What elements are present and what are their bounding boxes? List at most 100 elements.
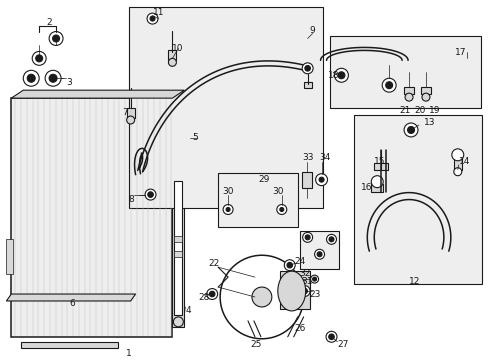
Bar bbox=[172, 98, 184, 327]
Circle shape bbox=[334, 68, 347, 82]
Circle shape bbox=[451, 149, 463, 161]
Bar bbox=[21, 342, 118, 348]
Text: 11: 11 bbox=[152, 8, 163, 17]
Bar bbox=[299, 231, 339, 269]
Text: 22: 22 bbox=[208, 259, 219, 268]
Circle shape bbox=[173, 317, 183, 327]
Circle shape bbox=[407, 126, 414, 134]
Text: 16: 16 bbox=[361, 183, 372, 192]
Text: 26: 26 bbox=[294, 324, 305, 333]
Bar bbox=[301, 172, 311, 188]
Circle shape bbox=[382, 78, 395, 92]
Text: 31: 31 bbox=[301, 276, 312, 285]
Text: 14: 14 bbox=[458, 157, 469, 166]
Circle shape bbox=[312, 277, 316, 281]
Text: 29: 29 bbox=[257, 175, 269, 184]
Circle shape bbox=[23, 70, 39, 86]
Circle shape bbox=[305, 235, 309, 240]
Circle shape bbox=[145, 189, 156, 200]
Bar bbox=[218, 173, 297, 228]
Text: 15: 15 bbox=[373, 157, 385, 166]
Bar bbox=[174, 237, 182, 242]
Bar bbox=[420, 87, 430, 94]
Bar bbox=[128, 7, 322, 207]
Circle shape bbox=[147, 192, 153, 197]
Circle shape bbox=[310, 275, 318, 283]
Circle shape bbox=[302, 63, 312, 74]
Circle shape bbox=[220, 255, 303, 339]
Circle shape bbox=[286, 262, 292, 268]
Bar bbox=[174, 181, 182, 315]
Ellipse shape bbox=[243, 192, 280, 213]
Text: 19: 19 bbox=[428, 105, 440, 114]
Circle shape bbox=[168, 58, 176, 66]
Circle shape bbox=[126, 116, 134, 124]
Text: 4: 4 bbox=[185, 306, 191, 315]
Circle shape bbox=[328, 334, 334, 339]
Bar bbox=[453, 158, 461, 170]
Circle shape bbox=[284, 260, 295, 271]
Bar bbox=[370, 184, 383, 192]
Circle shape bbox=[404, 93, 412, 101]
Circle shape bbox=[299, 285, 309, 297]
Text: 25: 25 bbox=[249, 340, 261, 349]
Circle shape bbox=[27, 74, 35, 82]
Bar bbox=[354, 115, 481, 284]
Text: 32: 32 bbox=[299, 269, 310, 278]
Bar bbox=[11, 98, 172, 337]
Circle shape bbox=[326, 234, 336, 244]
Circle shape bbox=[453, 168, 461, 176]
Text: 21: 21 bbox=[398, 105, 409, 114]
Text: 33: 33 bbox=[302, 153, 313, 162]
Bar bbox=[174, 251, 182, 257]
Bar bbox=[190, 134, 208, 140]
Ellipse shape bbox=[277, 271, 305, 311]
Text: 24: 24 bbox=[294, 257, 305, 266]
Circle shape bbox=[276, 204, 286, 215]
Circle shape bbox=[150, 16, 155, 21]
Bar bbox=[303, 82, 311, 88]
Text: 13: 13 bbox=[423, 117, 435, 126]
Circle shape bbox=[403, 123, 417, 137]
Circle shape bbox=[302, 232, 312, 242]
Circle shape bbox=[53, 35, 60, 42]
Circle shape bbox=[319, 177, 324, 182]
Text: 6: 6 bbox=[69, 300, 75, 309]
Text: 30: 30 bbox=[222, 187, 233, 196]
Text: 5: 5 bbox=[192, 134, 198, 143]
Text: 12: 12 bbox=[408, 276, 420, 285]
Circle shape bbox=[315, 174, 327, 186]
Bar bbox=[6, 239, 13, 274]
Text: 17: 17 bbox=[454, 48, 466, 57]
Polygon shape bbox=[11, 90, 184, 98]
Text: 30: 30 bbox=[271, 187, 283, 196]
Text: 10: 10 bbox=[172, 44, 183, 53]
Bar bbox=[329, 36, 480, 108]
Circle shape bbox=[337, 72, 344, 79]
Circle shape bbox=[325, 331, 336, 342]
Bar bbox=[168, 50, 176, 60]
Circle shape bbox=[45, 70, 61, 86]
Text: 28: 28 bbox=[198, 293, 209, 302]
Circle shape bbox=[49, 74, 57, 82]
Text: 20: 20 bbox=[413, 105, 425, 114]
Circle shape bbox=[147, 13, 158, 24]
Text: 27: 27 bbox=[337, 340, 348, 349]
Circle shape bbox=[225, 207, 230, 211]
Circle shape bbox=[206, 289, 217, 300]
Circle shape bbox=[328, 237, 333, 242]
Circle shape bbox=[370, 176, 383, 188]
Bar bbox=[403, 87, 413, 94]
Text: 1: 1 bbox=[125, 349, 131, 358]
Circle shape bbox=[251, 287, 271, 307]
Text: 9: 9 bbox=[309, 26, 315, 35]
Circle shape bbox=[223, 204, 233, 215]
Circle shape bbox=[314, 249, 324, 259]
Circle shape bbox=[421, 93, 429, 101]
Circle shape bbox=[385, 82, 392, 89]
Bar bbox=[373, 163, 387, 170]
Bar bbox=[279, 271, 309, 309]
Text: 3: 3 bbox=[66, 78, 72, 87]
Circle shape bbox=[36, 55, 42, 62]
Circle shape bbox=[279, 207, 283, 211]
